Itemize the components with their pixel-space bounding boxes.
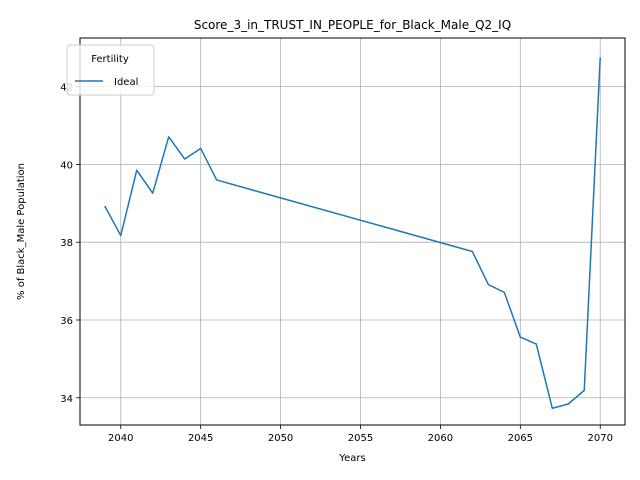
x-tick-label: 2065: [508, 433, 533, 444]
plot-frame: [79, 37, 626, 426]
y-tick-label: 36: [60, 316, 73, 327]
chart-title: Score_3_in_TRUST_IN_PEOPLE_for_Black_Mal…: [194, 18, 511, 32]
legend-box: [66, 44, 155, 96]
series-lines: [104, 57, 601, 410]
x-tick-label: 2060: [428, 433, 453, 444]
grid-lines: [80, 38, 625, 425]
series-line-ideal: [104, 57, 601, 410]
x-tick-label: 2055: [348, 433, 373, 444]
x-tick-label: 2045: [188, 433, 213, 444]
x-tick-label: 2070: [588, 433, 613, 444]
x-tick-label: 2050: [268, 433, 293, 444]
y-tick-label: 34: [60, 394, 73, 405]
y-tick-label: 40: [60, 160, 73, 171]
y-tick-label: 38: [60, 238, 73, 249]
legend: Fertility Ideal: [66, 44, 155, 96]
legend-title: Fertility: [91, 54, 129, 65]
x-axis-title: Years: [338, 453, 365, 464]
legend-label-ideal: Ideal: [114, 77, 138, 88]
x-tick-label: 2040: [108, 433, 133, 444]
y-axis-title: % of Black_Male Population: [16, 163, 27, 300]
axis-ticks: 20402045205020552060206520703436384042: [60, 83, 613, 444]
